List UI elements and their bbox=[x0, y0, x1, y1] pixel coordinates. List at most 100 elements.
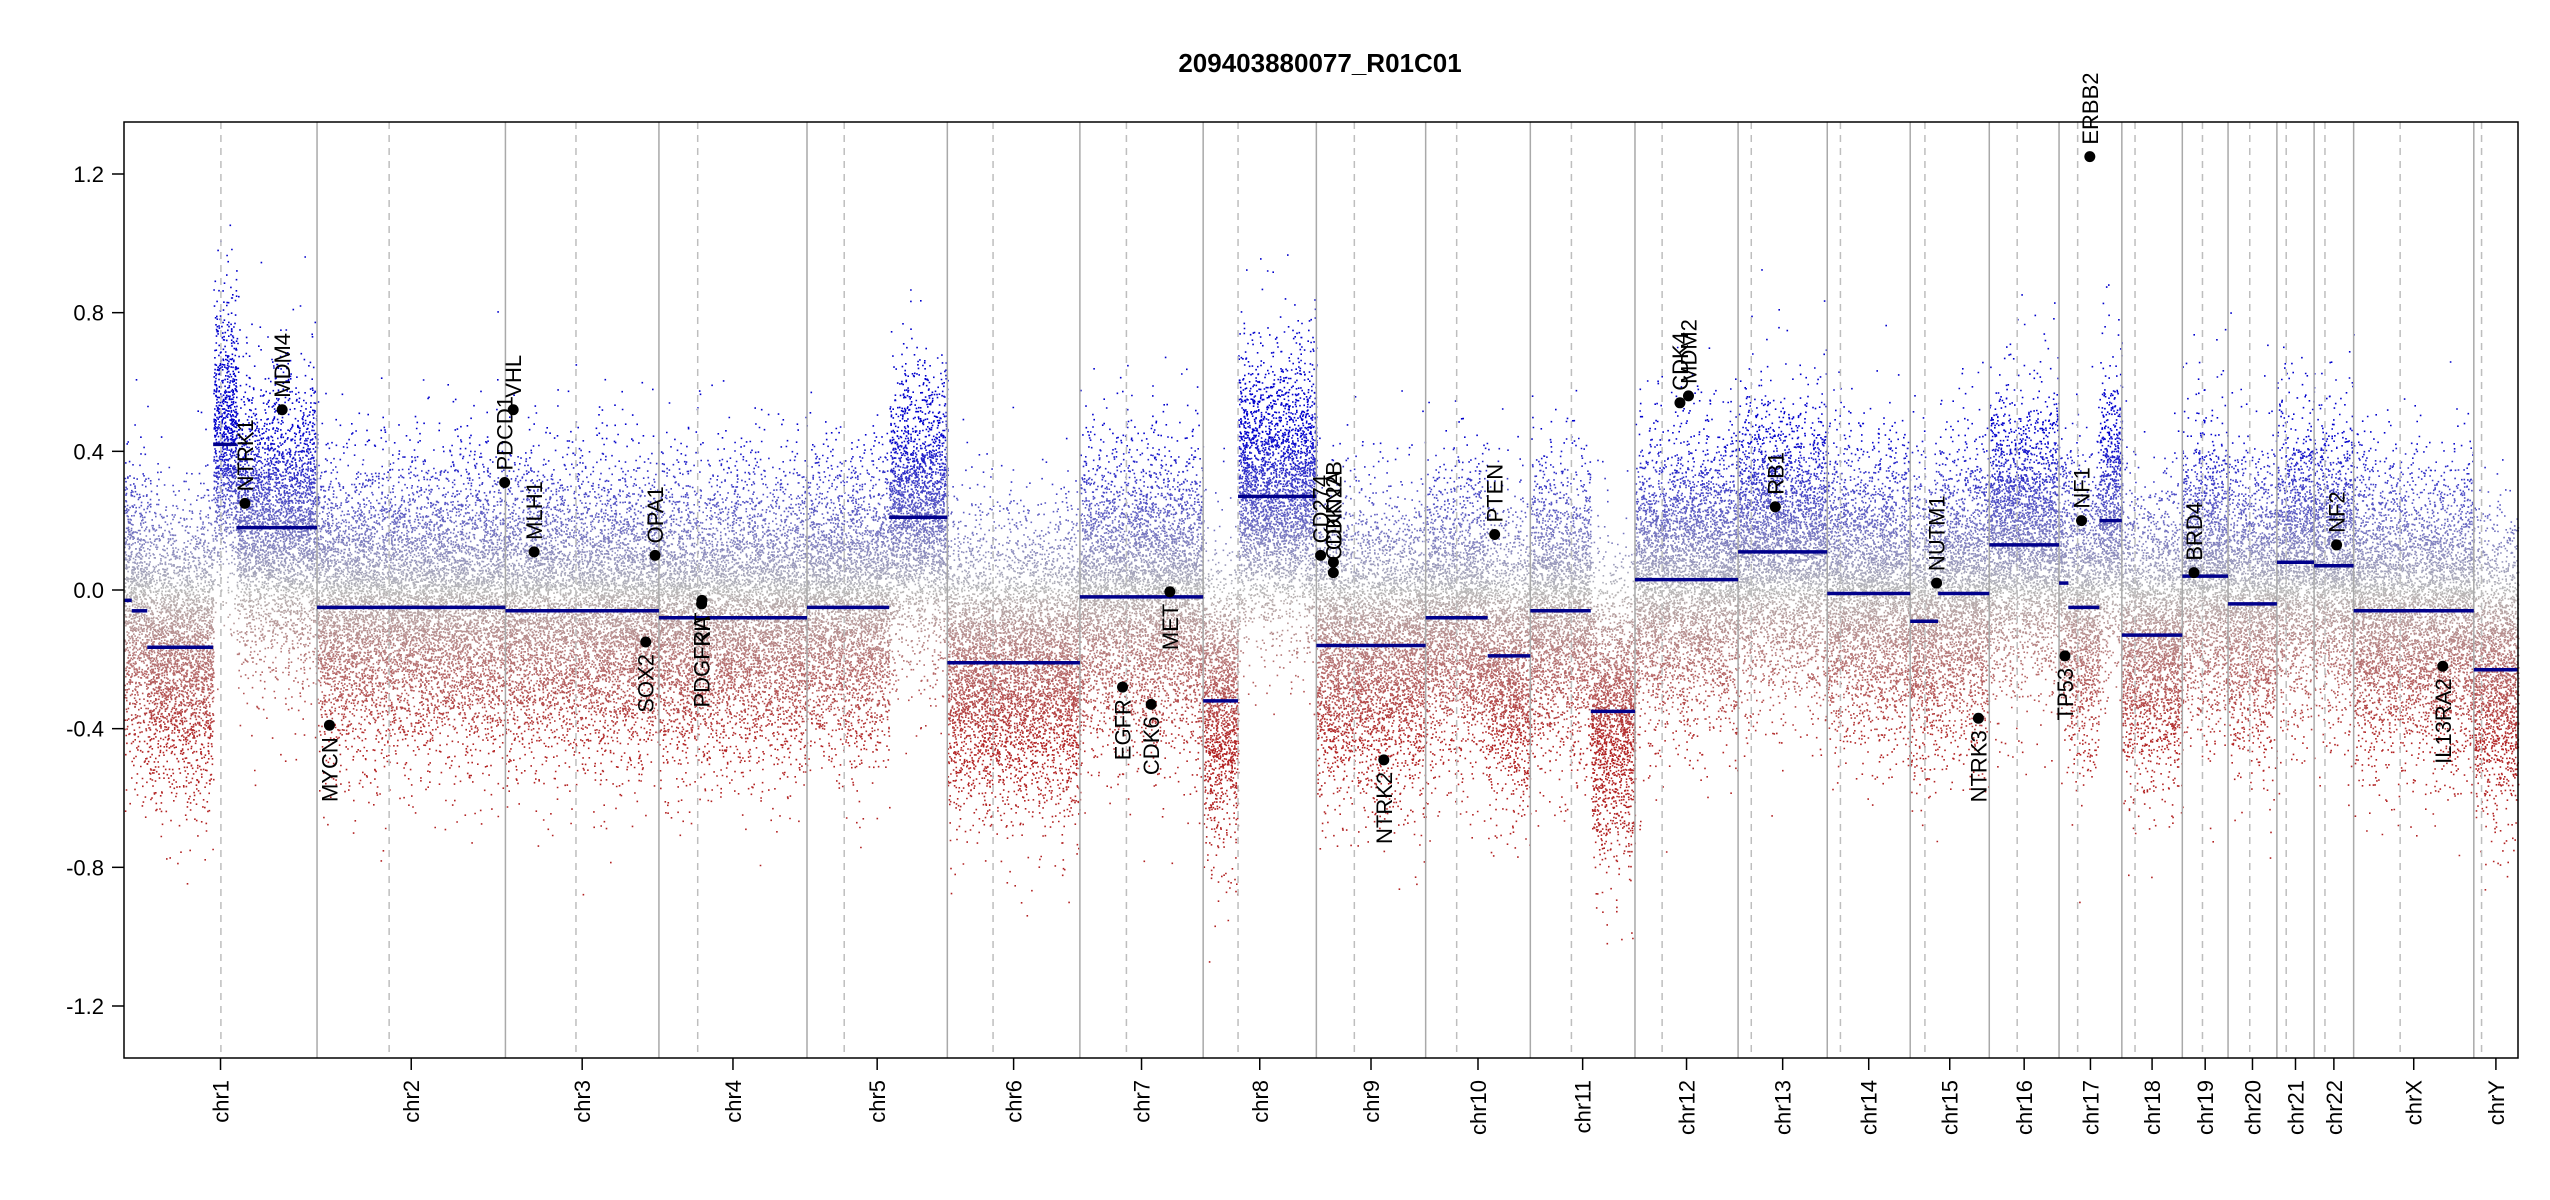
chromosome-label: chr11 bbox=[1571, 1080, 1596, 1133]
probe-points bbox=[132, 463, 2470, 466]
gene-point bbox=[696, 594, 708, 606]
probe-points bbox=[143, 704, 2505, 707]
probe-points bbox=[213, 475, 2431, 478]
probe-points bbox=[130, 553, 2499, 556]
probe-points bbox=[124, 556, 2482, 559]
probe-points bbox=[124, 638, 2512, 642]
probe-points bbox=[124, 650, 2516, 653]
gene-point bbox=[1164, 586, 1176, 598]
probe-points bbox=[130, 627, 2519, 630]
probe-points bbox=[125, 554, 2486, 557]
plot-frame bbox=[123, 121, 2519, 1059]
gene-point bbox=[528, 546, 540, 558]
chromosome-label: chr20 bbox=[2240, 1080, 2265, 1135]
probe-points bbox=[133, 653, 2509, 656]
gene-label: TP53 bbox=[2053, 668, 2078, 721]
gene-label: IL13RA2 bbox=[2431, 678, 2456, 764]
probe-points bbox=[125, 486, 2466, 489]
chromosome-label: chr15 bbox=[1938, 1080, 1963, 1135]
probe-points bbox=[128, 639, 2512, 643]
probe-points bbox=[135, 587, 2516, 590]
probe-points bbox=[157, 462, 2471, 465]
probe-points bbox=[128, 681, 2520, 684]
gene-point bbox=[1145, 698, 1157, 710]
probe-points bbox=[215, 454, 2323, 458]
probe-points bbox=[125, 499, 2466, 503]
probe-points bbox=[135, 574, 2512, 577]
probe-points bbox=[134, 224, 2470, 436]
probe-points bbox=[125, 566, 2509, 570]
probe-points bbox=[124, 728, 2514, 731]
probe-points bbox=[148, 680, 2508, 683]
gene-label: NF2 bbox=[2325, 491, 2350, 533]
probe-points bbox=[127, 707, 2516, 710]
probe-points bbox=[128, 561, 2516, 565]
probe-points bbox=[128, 659, 2515, 662]
gene-label: EGFR bbox=[1111, 699, 1136, 760]
probe-points bbox=[148, 727, 2519, 730]
probe-points bbox=[136, 714, 2514, 718]
probe-points bbox=[145, 711, 2515, 714]
probe-points bbox=[132, 652, 2512, 655]
probe-points bbox=[134, 706, 2517, 709]
gene-label: MET bbox=[1158, 604, 1183, 650]
probe-points bbox=[129, 637, 2520, 641]
probe-points bbox=[124, 488, 2507, 492]
probe-points bbox=[132, 610, 2517, 614]
chromosome-label: chr1 bbox=[209, 1080, 234, 1123]
probe-points bbox=[124, 622, 2511, 625]
probe-points bbox=[138, 697, 2516, 701]
gene-label: BRD4 bbox=[2182, 502, 2207, 561]
probe-points bbox=[139, 515, 2479, 519]
probe-points bbox=[128, 559, 2492, 562]
chromosome-label: chrX bbox=[2402, 1080, 2427, 1126]
gene-point bbox=[1682, 390, 1694, 402]
probe-points bbox=[126, 741, 2513, 745]
probe-points bbox=[136, 721, 2520, 725]
chromosome-label: chr5 bbox=[865, 1080, 890, 1123]
probe-points bbox=[213, 455, 2364, 459]
gene-label: CDK6 bbox=[1139, 716, 1164, 775]
probe-points bbox=[133, 482, 2438, 486]
probe-points bbox=[126, 671, 2520, 675]
probe-points bbox=[124, 476, 2456, 480]
y-tick-label: -1.2 bbox=[66, 994, 104, 1019]
probe-points bbox=[128, 674, 2519, 677]
probe-points bbox=[131, 532, 2515, 536]
probe-points bbox=[214, 434, 2336, 437]
probe-points bbox=[130, 596, 2515, 599]
probe-points bbox=[213, 458, 2504, 461]
probe-points bbox=[158, 498, 2471, 502]
probe-points bbox=[131, 568, 2509, 571]
probe-points bbox=[130, 587, 2509, 591]
gene-point bbox=[1489, 529, 1501, 541]
probe-points bbox=[131, 532, 2514, 535]
y-tick-label: 1.2 bbox=[73, 162, 104, 187]
probe-points bbox=[126, 682, 2516, 685]
probe-points bbox=[142, 472, 2499, 476]
segment-layer bbox=[124, 442, 2518, 714]
chromosome-border-layer bbox=[220, 122, 2483, 1058]
gene-point bbox=[1315, 549, 1327, 561]
probe-points bbox=[125, 509, 2473, 512]
gene-point bbox=[276, 404, 288, 416]
probe-points bbox=[128, 460, 2437, 464]
gene-label: RB1 bbox=[1763, 452, 1788, 495]
gene-label: CD274 bbox=[1309, 475, 1334, 543]
gene-point bbox=[1117, 681, 1129, 693]
probe-points bbox=[126, 538, 2511, 542]
probe-points bbox=[124, 578, 2514, 581]
probe-points bbox=[134, 738, 2520, 742]
probe-points bbox=[124, 620, 2514, 624]
probe-points bbox=[125, 648, 2499, 651]
gene-point bbox=[1674, 397, 1686, 409]
probe-points bbox=[129, 583, 2520, 587]
gene-label: MDM4 bbox=[270, 333, 295, 398]
probe-points bbox=[218, 456, 2368, 459]
probe-points bbox=[134, 487, 2459, 490]
probe-points bbox=[126, 487, 2470, 491]
probe-points bbox=[147, 686, 2517, 690]
probe-points bbox=[126, 592, 2517, 596]
probe-points bbox=[137, 564, 2516, 567]
probe-points bbox=[124, 613, 2512, 617]
